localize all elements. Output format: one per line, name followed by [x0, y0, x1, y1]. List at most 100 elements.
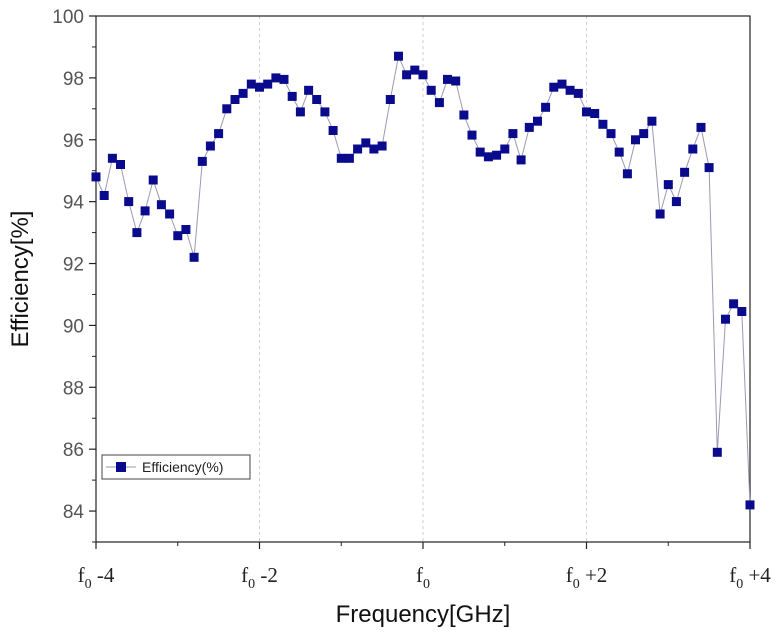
data-point — [418, 70, 428, 80]
x-tick-label: f0 +2 — [566, 563, 608, 592]
data-point — [492, 150, 502, 160]
data-point — [475, 147, 485, 157]
data-point — [516, 155, 526, 165]
data-point — [394, 51, 403, 61]
x-tick-label: f0 +4 — [729, 563, 771, 592]
data-point — [541, 102, 551, 112]
data-point — [696, 122, 706, 132]
data-point — [287, 91, 297, 101]
data-point — [205, 141, 215, 151]
y-tick-label: 88 — [63, 378, 84, 399]
y-tick-label: 86 — [63, 440, 84, 461]
data-point — [663, 180, 673, 190]
data-point — [688, 144, 698, 154]
data-point — [631, 135, 640, 145]
data-point — [263, 79, 273, 89]
data-point — [214, 129, 224, 139]
data-point — [565, 85, 575, 95]
data-point — [312, 95, 322, 104]
y-axis: 84 86 88 90 92 94 96 98 100 — [52, 7, 96, 543]
data-point — [459, 110, 469, 120]
data-point — [107, 153, 117, 163]
data-point — [148, 175, 158, 185]
data-point — [647, 116, 657, 126]
data-point — [99, 191, 109, 200]
data-point — [116, 160, 125, 169]
x-axis: f0 -4 f0 -2 f0 f0 +2 f0 +4 — [78, 542, 771, 592]
data-point — [255, 82, 264, 92]
data-point — [443, 74, 452, 84]
data-point — [598, 119, 608, 129]
data-point — [712, 447, 722, 457]
legend-label: Efficiency(%) — [142, 459, 223, 475]
data-point — [573, 88, 583, 98]
data-point — [156, 200, 166, 210]
data-point — [467, 130, 477, 140]
data-point — [271, 73, 281, 83]
data-point — [385, 95, 395, 104]
data-point — [606, 129, 616, 139]
data-point — [655, 209, 665, 219]
data-point — [639, 129, 649, 139]
data-point — [680, 167, 690, 177]
data-point — [500, 144, 510, 154]
data-point — [451, 76, 461, 86]
data-point — [434, 98, 444, 108]
x-tick-label: f0 -4 — [78, 563, 115, 592]
data-point — [295, 107, 305, 117]
data-point — [189, 252, 199, 262]
x-tick-label: f0 — [416, 563, 430, 592]
data-point — [328, 126, 338, 135]
y-tick-label: 92 — [63, 255, 84, 276]
x-tick-label: f0 -2 — [241, 563, 278, 592]
data-point — [140, 206, 150, 216]
data-point — [729, 299, 739, 309]
data-point — [377, 141, 387, 151]
data-point — [336, 153, 346, 163]
y-tick-label: 100 — [52, 7, 84, 28]
data-point — [246, 79, 256, 89]
data-point — [508, 129, 518, 139]
data-point — [230, 95, 240, 104]
data-point — [704, 163, 714, 173]
data-point — [590, 109, 600, 118]
data-point — [91, 172, 101, 182]
data-point — [181, 225, 191, 234]
data-point — [483, 152, 493, 162]
data-point — [124, 197, 134, 207]
y-tick-label: 84 — [63, 502, 85, 523]
data-point — [737, 307, 747, 316]
y-tick-label: 90 — [63, 316, 84, 337]
data-point — [238, 88, 248, 98]
data-point — [582, 107, 591, 117]
data-point — [279, 74, 289, 84]
legend: Efficiency(%) — [101, 454, 251, 480]
legend-marker-square — [116, 462, 126, 472]
data-point — [369, 144, 379, 154]
data-point — [132, 228, 142, 238]
data-point — [344, 153, 354, 163]
data-point — [197, 156, 207, 166]
data-point — [721, 314, 730, 324]
y-tick-label: 96 — [63, 131, 84, 152]
data-point — [410, 65, 420, 75]
gridlines — [259, 16, 587, 542]
data-point — [353, 144, 363, 154]
data-point — [533, 116, 542, 126]
data-point — [426, 85, 436, 95]
data-point — [304, 85, 314, 95]
data-point — [402, 70, 412, 80]
data-point — [614, 147, 624, 157]
data-point — [671, 197, 681, 207]
data-point — [524, 122, 534, 132]
data-point — [549, 82, 559, 92]
data-point — [622, 169, 632, 179]
series-markers — [91, 51, 755, 510]
data-point — [320, 107, 330, 117]
y-tick-label: 98 — [63, 69, 84, 90]
data-point — [745, 500, 755, 510]
data-point — [165, 209, 175, 219]
x-axis-title: Frequency[GHz] — [336, 601, 511, 628]
y-axis-title: Efficiency[%] — [7, 211, 34, 348]
